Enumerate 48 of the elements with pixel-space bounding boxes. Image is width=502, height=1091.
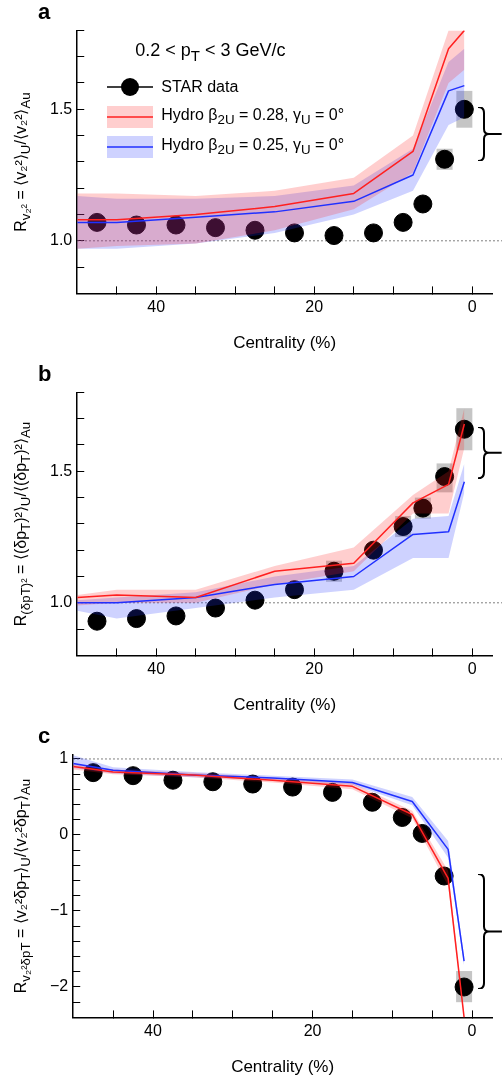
legend-label: Hydro β$_{2U}$ = 0.28, γ$_{U}$ = 0°: [161, 106, 345, 128]
x-tick-label: 20: [305, 298, 324, 316]
point: [245, 590, 265, 610]
y-tick-label: −1: [49, 901, 69, 919]
x-tick-label: 0: [467, 1022, 477, 1040]
point: [206, 218, 225, 238]
y-tick-label: 1: [59, 749, 69, 767]
point: [87, 611, 107, 631]
point: [166, 215, 186, 235]
point: [166, 606, 186, 626]
x-tick-label: 40: [147, 298, 166, 316]
legend-label: STAR data: [161, 77, 239, 96]
y-tick-label: 1.5: [49, 99, 73, 117]
y-tick-label: −2: [49, 977, 69, 995]
point: [245, 220, 265, 240]
point: [206, 598, 225, 618]
x-axis-title: Centrality (%): [233, 695, 337, 715]
x-tick-label: 20: [305, 660, 324, 678]
y-tick-label: 1.0: [49, 231, 73, 249]
x-tick-label: 0: [467, 298, 477, 316]
chart-title: b: [38, 361, 52, 387]
point: [364, 223, 383, 243]
point: [454, 99, 474, 119]
point: [393, 212, 413, 232]
x-axis-title: Centrality (%): [233, 333, 337, 353]
y-tick-label: 0: [59, 825, 69, 843]
x-tick-label: 40: [147, 660, 166, 678]
legend-title: 0.2 < p$_{T}$ < 3 GeV/c: [135, 40, 287, 64]
x-tick-label: 20: [303, 1022, 322, 1040]
point: [362, 792, 382, 812]
point: [285, 580, 304, 600]
point: [392, 807, 412, 827]
point: [435, 467, 455, 487]
point: [413, 194, 433, 214]
point: [285, 223, 304, 243]
y-tick-label: 1.0: [49, 593, 73, 611]
x-tick-label: 40: [144, 1022, 163, 1040]
legend-label: Hydro β$_{2U}$ = 0.25, γ$_{U}$ = 0°: [161, 136, 345, 158]
chart-title: a: [38, 0, 51, 25]
chart-title: c: [38, 723, 51, 749]
x-tick-label: 0: [467, 660, 477, 678]
point: [454, 419, 474, 439]
point: [126, 609, 146, 629]
point: [364, 540, 383, 560]
point: [324, 226, 344, 246]
x-axis-title: Centrality (%): [231, 1057, 335, 1077]
point: [322, 782, 342, 802]
y-tick-label: 1.5: [49, 461, 73, 479]
